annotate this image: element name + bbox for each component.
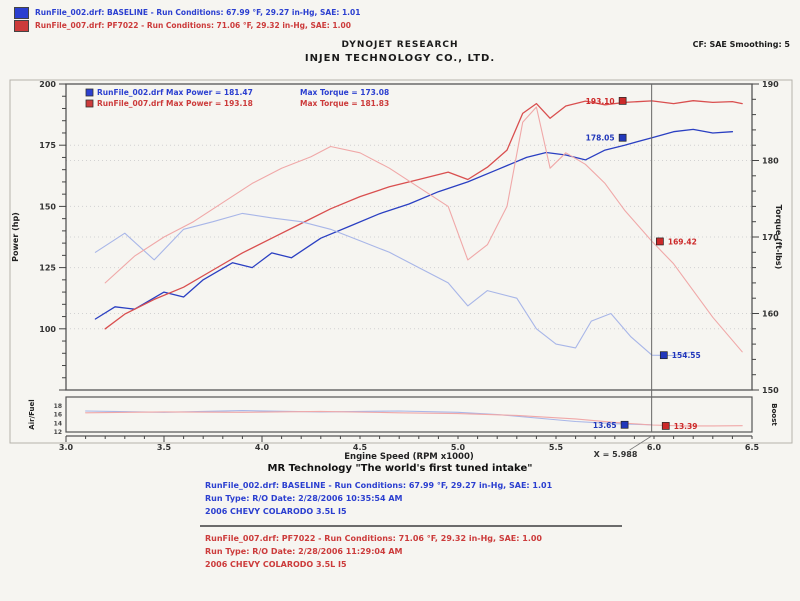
run-header-label: RunFile_007.drf: PF7022 - Run Conditions… — [35, 21, 351, 30]
company-title: INJEN TECHNOLOGY CO., LTD. — [304, 53, 496, 64]
x-tick-label: 4.5 — [353, 443, 368, 452]
footer-divider — [200, 525, 622, 527]
legend-swatch-icon — [85, 99, 94, 108]
series-injen-torque — [104, 106, 743, 353]
x-tick-label: 6.5 — [745, 443, 760, 452]
legend-torque-label: Max Torque = 181.83 — [300, 99, 389, 108]
main-plot-frame — [65, 83, 753, 391]
annotation-marker — [618, 133, 627, 142]
annotation-value-label: 13.39 — [674, 422, 698, 431]
afr-tick-label: 12 — [54, 429, 62, 436]
run-info-line: RunFile_007.drf: PF7022 - Run Conditions… — [205, 534, 542, 543]
cursor-leader-line — [629, 435, 652, 451]
run-header-label: RunFile_002.drf: BASELINE - Run Conditio… — [35, 8, 361, 17]
torque-tick-label: 160 — [762, 310, 779, 319]
x-tick-label: 3.0 — [59, 443, 74, 452]
power-tick-label: 175 — [39, 141, 56, 150]
series-baseline-torque — [94, 212, 694, 357]
annotation-marker — [661, 422, 670, 430]
x-tick-label: 5.0 — [451, 443, 466, 452]
torque-axis-title: Torque (ft-lbs) — [774, 205, 783, 270]
run-info-line: Run Type: R/O Date: 2/28/2006 11:29:04 A… — [205, 547, 403, 556]
annotation-marker — [656, 237, 664, 246]
x-tick-label: 3.5 — [157, 443, 172, 452]
red-swatch-icon — [14, 19, 29, 32]
torque-tick-label: 170 — [762, 233, 779, 242]
afr-axis-title: Air/Fuel — [28, 399, 36, 429]
baseline-run-info: RunFile_002.drf: BASELINE - Run Conditio… — [205, 481, 552, 520]
run-info-line: Run Type: R/O Date: 2/28/2006 10:35:54 A… — [205, 494, 403, 503]
torque-tick-label: 180 — [762, 157, 779, 166]
power-tick-label: 200 — [39, 80, 56, 89]
run-file-header: RunFile_002.drf: BASELINE - Run Conditio… — [14, 6, 360, 32]
series-baseline-power — [94, 128, 734, 320]
correction-factor-label: CF: SAE Smoothing: 5 — [692, 40, 790, 49]
afr-tick-label: 18 — [54, 403, 62, 410]
legend-torque-label: Max Torque = 173.08 — [300, 88, 389, 97]
x-tick-label: 6.0 — [647, 443, 662, 452]
annotation-marker — [618, 97, 627, 105]
series-injen-power — [104, 100, 743, 330]
legend-power-label: RunFile_002.drf Max Power = 181.47 — [97, 88, 253, 97]
power-axis-title: Power (hp) — [11, 212, 20, 262]
afr-tick-label: 16 — [54, 412, 62, 419]
cursor-readout: X = 5.988 — [594, 450, 638, 459]
facility-title: DYNOJET RESEARCH — [341, 40, 459, 50]
power-tick-label: 100 — [39, 325, 56, 334]
run-row-injen: RunFile_007.drf: PF7022 - Run Conditions… — [14, 19, 360, 32]
power-tick-label: 125 — [39, 264, 56, 273]
series-baseline-afr — [85, 410, 653, 426]
annotation-value-label: 154.55 — [672, 351, 701, 360]
x-axis-title: Engine Speed (RPM x1000) — [344, 452, 474, 462]
legend-power-label: RunFile_007.drf Max Power = 193.18 — [97, 99, 253, 108]
legend-swatch-icon — [85, 88, 94, 97]
torque-tick-label: 190 — [762, 80, 779, 89]
afr-tick-label: 14 — [54, 420, 62, 427]
annotation-value-label: 169.42 — [668, 237, 697, 246]
annotation-marker — [659, 351, 668, 360]
outer-frame — [9, 79, 793, 444]
afr-plot-frame — [65, 396, 753, 433]
run-info-line: RunFile_002.drf: BASELINE - Run Conditio… — [205, 481, 553, 490]
run-info-line: 2006 CHEVY COLARODO 3.5L I5 — [205, 560, 347, 569]
torque-tick-label: 150 — [762, 386, 779, 395]
blue-swatch-icon — [14, 6, 29, 19]
x-tick-label: 4.0 — [255, 443, 270, 452]
tagline: MR Technology "The world's first tuned i… — [267, 463, 533, 474]
boost-axis-title: Boost — [770, 403, 778, 426]
series-injen-afr — [85, 410, 743, 427]
power-tick-label: 150 — [39, 202, 56, 211]
annotation-value-label: 193.10 — [586, 97, 615, 106]
annotation-value-label: 13.65 — [593, 421, 617, 430]
annotation-marker — [620, 420, 629, 429]
run-row-baseline: RunFile_002.drf: BASELINE - Run Conditio… — [14, 6, 360, 19]
injen-run-info: RunFile_007.drf: PF7022 - Run Conditions… — [205, 534, 542, 573]
annotation-value-label: 178.05 — [586, 134, 615, 143]
x-tick-label: 5.5 — [549, 443, 564, 452]
run-info-line: 2006 CHEVY COLARODO 3.5L I5 — [205, 507, 347, 516]
